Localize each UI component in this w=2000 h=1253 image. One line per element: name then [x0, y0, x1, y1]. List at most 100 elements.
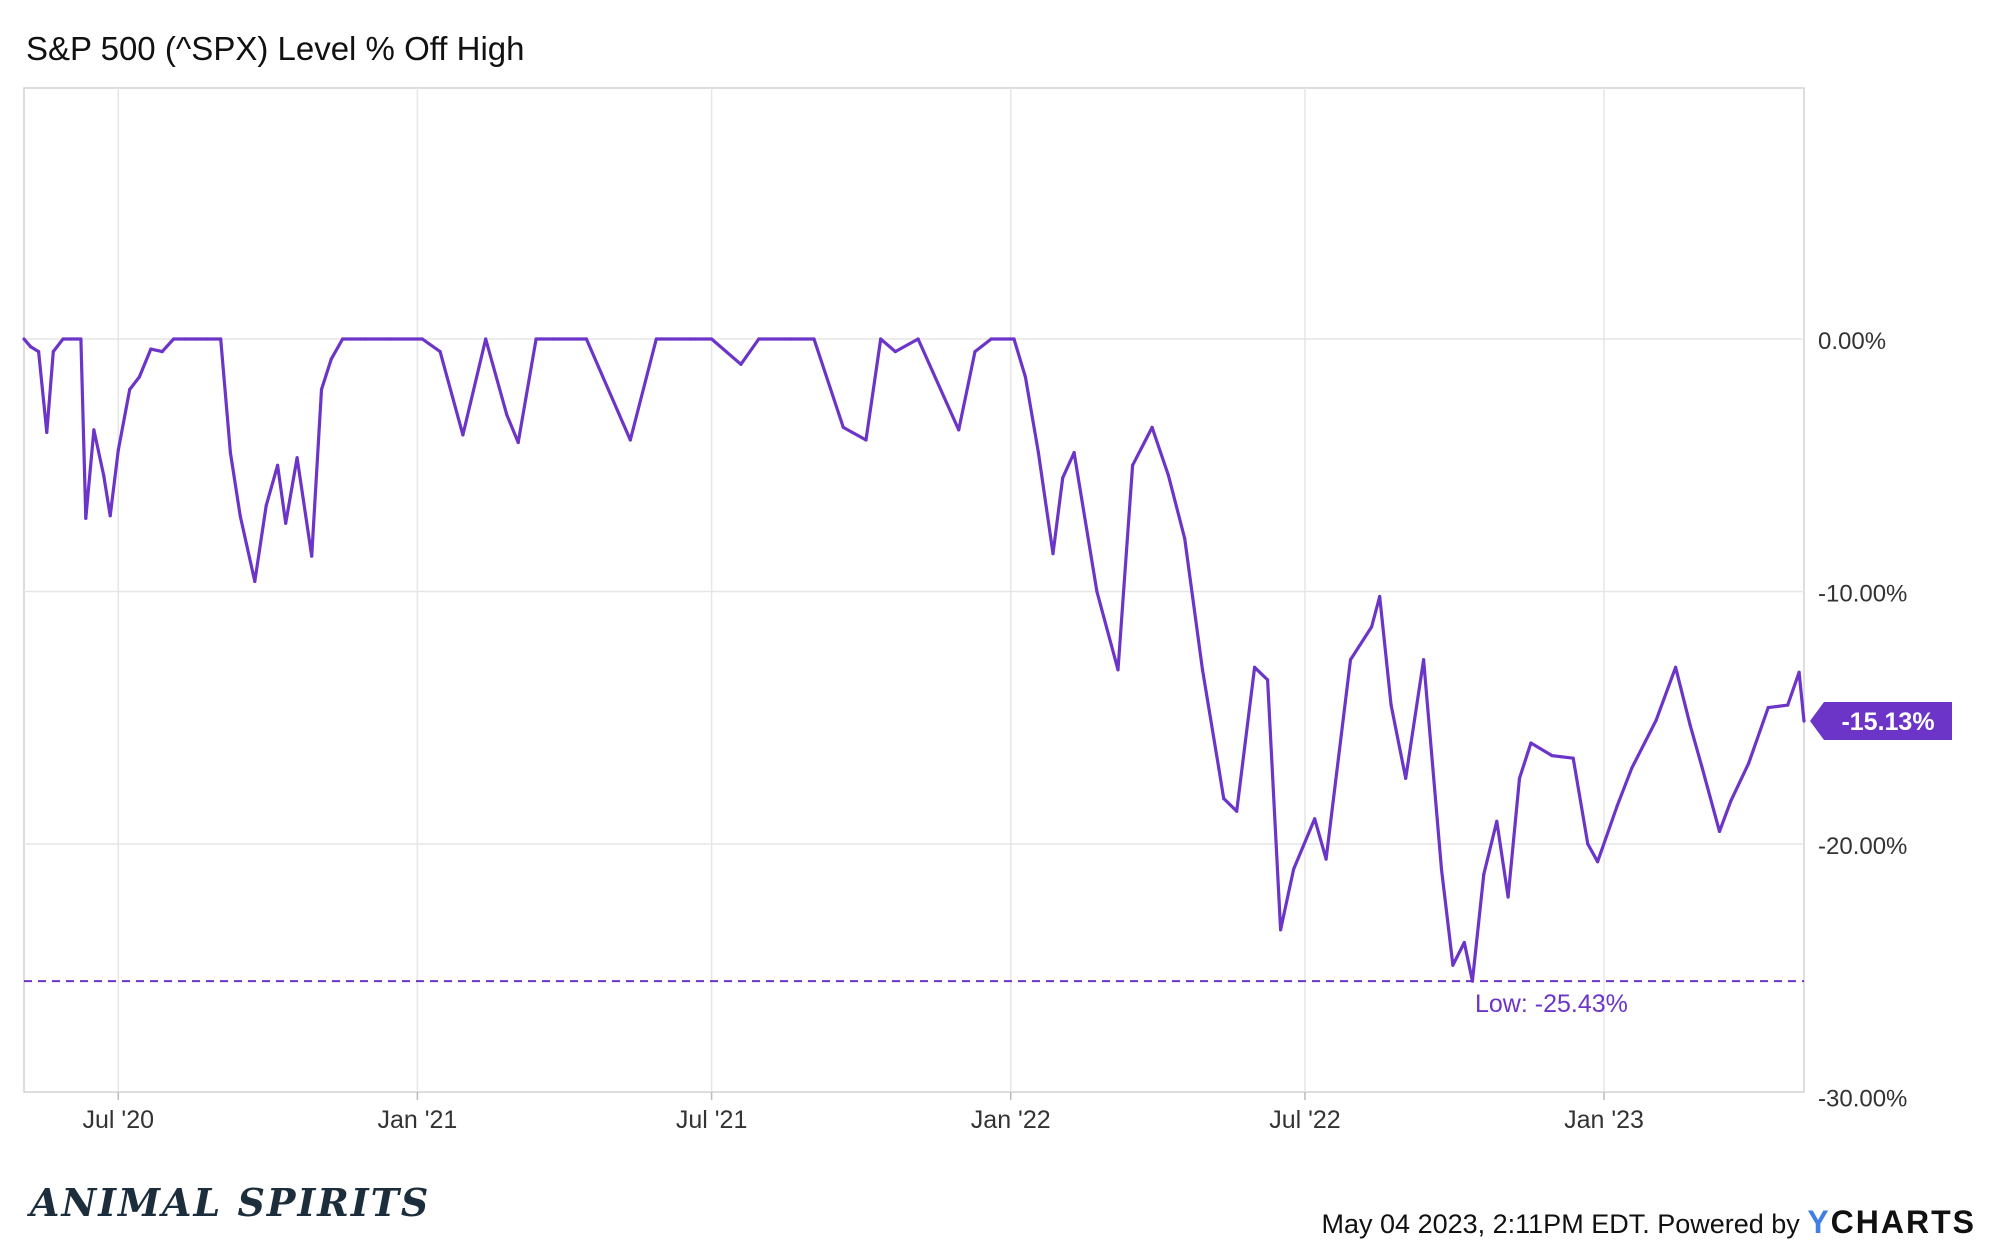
chart-title: S&P 500 (^SPX) Level % Off High: [26, 30, 525, 67]
data-point: [228, 451, 232, 455]
data-point: [388, 337, 392, 341]
data-point: [116, 448, 120, 452]
data-point: [276, 463, 280, 467]
data-point: [438, 350, 442, 354]
x-tick-label: Jul '22: [1269, 1106, 1340, 1134]
data-point: [295, 456, 299, 460]
data-point: [739, 362, 743, 366]
data-point: [1389, 703, 1393, 707]
data-point: [1292, 867, 1296, 871]
data-point: [1051, 552, 1055, 556]
series-line: [22, 337, 1806, 983]
data-point: [1023, 375, 1027, 379]
data-point: [1571, 756, 1575, 760]
data-point: [628, 438, 632, 442]
footer-powered-by: Powered by: [1657, 1209, 1800, 1239]
data-point: [893, 350, 897, 354]
data-point: [1253, 665, 1257, 669]
data-point: [1061, 476, 1065, 480]
data-point: [149, 347, 153, 351]
data-point: [1200, 668, 1205, 672]
data-point: [1700, 764, 1704, 768]
data-point: [484, 337, 488, 341]
data-point: [1586, 842, 1590, 846]
data-point: [160, 350, 164, 354]
data-point: [1012, 337, 1016, 341]
x-tick-label: Jul '20: [83, 1106, 154, 1134]
data-point: [1131, 463, 1135, 467]
data-point: [1615, 804, 1619, 808]
data-point: [61, 337, 65, 341]
data-point: [1717, 829, 1722, 834]
low-annotation: Low: -25.43%: [1475, 990, 1628, 1018]
data-point: [989, 337, 993, 341]
data-point: [812, 337, 816, 341]
plot-area: [23, 87, 1805, 1093]
data-point: [1116, 668, 1120, 672]
data-point: [1630, 766, 1634, 770]
data-point: [1766, 706, 1770, 710]
data-point: [1266, 678, 1270, 682]
data-point: [789, 337, 793, 341]
x-tick-label: Jan '23: [1564, 1106, 1644, 1134]
last-value-tag: [1810, 702, 1952, 741]
data-point: [1529, 741, 1533, 745]
annotation-layer: Low: -25.43% -15.13%: [24, 702, 1952, 1018]
data-point: [688, 337, 693, 341]
data-point: [973, 350, 977, 354]
data-point: [1495, 819, 1499, 823]
data-point: [1404, 776, 1408, 780]
data-point: [79, 337, 83, 341]
data-point: [1797, 670, 1801, 674]
data-point: [45, 430, 49, 434]
data-point: [92, 428, 96, 432]
data-point: [1439, 867, 1444, 871]
data-point: [137, 375, 141, 379]
y-tick-label: -30.00%: [1818, 1086, 1907, 1113]
data-point: [864, 438, 868, 442]
data-point: [710, 337, 714, 341]
data-point: [550, 337, 554, 341]
data-point: [128, 387, 132, 392]
data-point: [253, 579, 257, 584]
ycharts-logo-y: Y: [1807, 1204, 1831, 1240]
data-point: [1235, 809, 1239, 813]
data-point: [1313, 817, 1317, 821]
x-tick-label: Jul '21: [676, 1106, 747, 1134]
data-point: [37, 350, 41, 354]
data-point: [757, 337, 761, 341]
grid-layer: [24, 88, 1804, 1092]
y-tick-label: -10.00%: [1818, 581, 1907, 608]
data-point: [1378, 594, 1382, 599]
data-point: [1654, 718, 1658, 722]
data-point: [102, 473, 106, 477]
data-point: [1802, 719, 1806, 723]
data-point: [534, 337, 538, 341]
data-point: [1596, 860, 1600, 864]
data-point: [310, 554, 314, 558]
data-point: [420, 337, 424, 341]
data-point: [1550, 754, 1554, 758]
data-point: [1786, 703, 1790, 707]
data-point: [1674, 665, 1678, 669]
data-point: [1747, 761, 1751, 765]
last-value-label: -15.13%: [1841, 708, 1934, 736]
data-point: [264, 504, 268, 508]
data-point: [206, 337, 210, 341]
data-point: [1688, 723, 1692, 727]
data-point: [1482, 872, 1486, 876]
data-point: [1072, 451, 1076, 455]
y-tick-label: 0.00%: [1818, 328, 1886, 355]
data-point: [28, 345, 33, 349]
data-point: [108, 514, 112, 518]
data-point: [284, 521, 288, 525]
data-point: [172, 337, 176, 341]
y-tick-label: -20.00%: [1818, 833, 1907, 860]
data-point: [584, 337, 589, 341]
data-point: [183, 337, 187, 341]
data-point: [1036, 451, 1040, 455]
data-point: [1462, 940, 1466, 945]
data-point: [1348, 658, 1353, 662]
ycharts-logo[interactable]: YCHARTS: [1807, 1204, 1976, 1240]
